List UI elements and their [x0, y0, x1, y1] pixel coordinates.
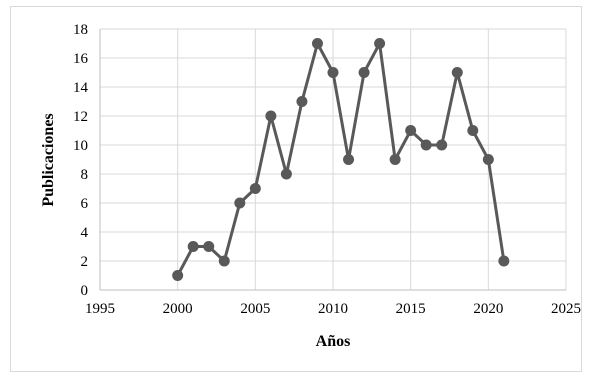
x-axis-title: Años: [316, 333, 351, 350]
data-point: [249, 183, 261, 194]
data-point: [467, 125, 479, 136]
y-tick-label: 10: [73, 138, 88, 154]
x-tick-label: 2005: [240, 301, 270, 317]
data-point: [389, 154, 401, 165]
y-tick-label: 2: [81, 254, 89, 270]
x-tick-label: 2020: [473, 301, 503, 317]
y-tick-label: 6: [81, 196, 89, 212]
data-point: [296, 96, 308, 107]
data-point: [451, 67, 463, 78]
y-tick-label: 16: [73, 51, 89, 67]
data-point: [187, 241, 199, 252]
data-point: [265, 110, 277, 122]
data-point: [405, 125, 417, 136]
data-point: [482, 154, 494, 165]
y-tick-label: 8: [81, 167, 89, 183]
data-point: [172, 270, 184, 281]
y-tick-label: 12: [73, 109, 88, 125]
y-tick-label: 14: [73, 80, 89, 96]
data-point: [234, 197, 246, 209]
y-axis-title: Publicaciones: [40, 113, 57, 206]
x-tick-label: 1995: [85, 301, 115, 317]
data-point: [374, 38, 386, 49]
gridlines: [100, 28, 567, 290]
series-group: [172, 38, 510, 281]
x-tick-label: 2010: [318, 301, 348, 317]
data-point: [420, 139, 432, 151]
x-tick-label: 2025: [551, 301, 581, 317]
x-tick-label: 2000: [163, 301, 193, 317]
x-tick-label: 2015: [396, 301, 426, 317]
x-tick-labels: 1995 2000 2005 2010 2015 2020 2025: [85, 301, 581, 317]
data-point: [218, 255, 230, 267]
y-tick-label: 18: [73, 22, 88, 38]
y-tick-label: 4: [81, 225, 89, 241]
data-point: [280, 168, 292, 180]
y-tick-labels: 0 2 4 6 8 10 12 14 16 18: [73, 22, 89, 299]
chart-frame: [10, 6, 582, 372]
y-tick-label: 0: [81, 283, 89, 299]
data-point: [436, 139, 448, 151]
data-point: [343, 154, 355, 165]
series-line: [176, 42, 506, 277]
data-point: [311, 38, 323, 49]
data-point: [498, 255, 510, 267]
axes: [99, 29, 566, 291]
data-point: [327, 67, 339, 78]
data-point: [358, 67, 370, 78]
data-point: [203, 241, 215, 252]
